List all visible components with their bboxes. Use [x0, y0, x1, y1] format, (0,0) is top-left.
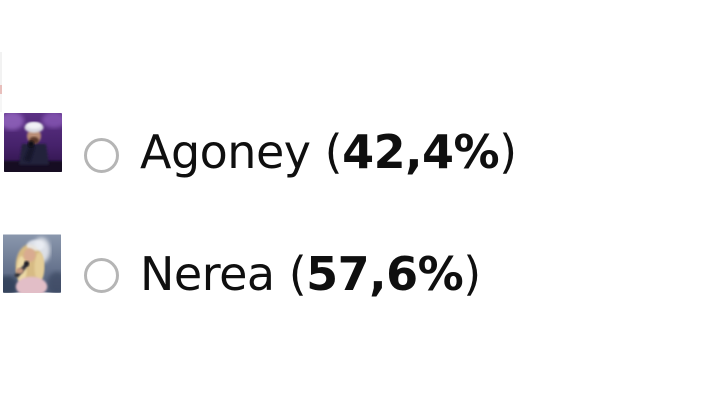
radio-button-nerea[interactable]: [84, 258, 119, 293]
poll-option-label-agoney[interactable]: Agoney (42,4%): [140, 129, 517, 175]
nerea-photo-image: [3, 234, 61, 293]
poll-option-label-nerea[interactable]: Nerea (57,6%): [140, 251, 481, 297]
option-close-paren: ): [463, 247, 481, 301]
option-name-text: Nerea (: [140, 247, 307, 301]
agoney-photo: [4, 113, 62, 172]
option-percent-text: 57,6%: [306, 247, 464, 301]
option-name-text: Agoney (: [140, 125, 343, 179]
left-edge-artifact: [0, 52, 2, 112]
option-percent-text: 42,4%: [342, 125, 500, 179]
nerea-photo: [3, 234, 61, 293]
poll-option-nerea: Nerea (57,6%): [0, 231, 728, 297]
poll-option-agoney: Agoney (42,4%): [0, 110, 728, 175]
agoney-photo-image: [4, 113, 62, 172]
radio-button-agoney[interactable]: [84, 138, 119, 173]
option-close-paren: ): [499, 125, 517, 179]
